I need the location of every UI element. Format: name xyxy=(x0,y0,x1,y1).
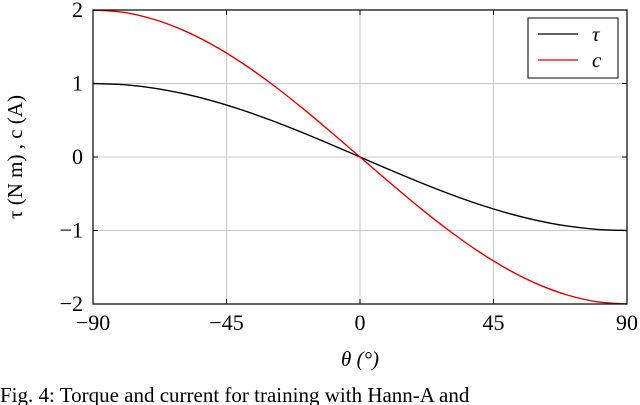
legend-label-tau: τ xyxy=(592,22,601,46)
y-tick-label: 0 xyxy=(72,144,83,169)
x-tick-label: −45 xyxy=(209,310,243,335)
legend-box xyxy=(527,17,619,79)
x-tick-label: 0 xyxy=(355,310,366,335)
series-line-c xyxy=(92,9,628,305)
legend: τ c xyxy=(527,17,619,79)
tick-labels: −90 −45 0 45 90 −2 −1 0 1 2 xyxy=(60,0,638,335)
y-tick-label: 2 xyxy=(72,0,83,22)
y-tick-label: −2 xyxy=(60,291,83,316)
series-lines xyxy=(92,9,628,305)
legend-label-c: c xyxy=(592,48,602,72)
y-axis-label: τ (N m) , c (A) xyxy=(3,95,27,219)
x-tick-label: −90 xyxy=(76,310,110,335)
x-axis-label: θ (°) xyxy=(341,347,379,371)
figure-caption: Fig. 4: Torque and current for training … xyxy=(0,383,470,405)
axis-ticks xyxy=(92,9,628,305)
x-tick-label: 45 xyxy=(483,310,505,335)
y-tick-label: 1 xyxy=(72,71,83,96)
y-tick-label: −1 xyxy=(60,218,83,243)
x-tick-label: 90 xyxy=(616,310,638,335)
